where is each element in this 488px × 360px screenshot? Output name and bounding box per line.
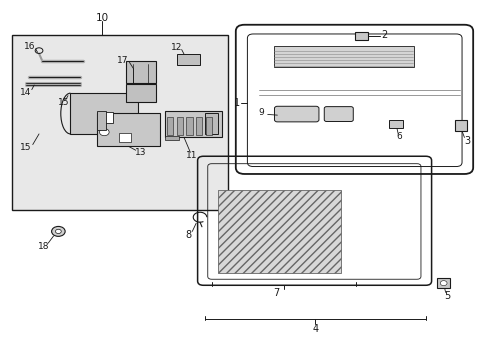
Bar bbox=[204, 113, 218, 134]
Text: 14: 14 bbox=[20, 87, 32, 96]
Bar bbox=[164, 136, 179, 140]
Bar bbox=[177, 54, 200, 65]
Text: 9: 9 bbox=[258, 108, 264, 117]
Bar bbox=[186, 117, 192, 135]
FancyBboxPatch shape bbox=[324, 107, 352, 122]
Bar bbox=[205, 117, 212, 135]
Text: 4: 4 bbox=[312, 324, 319, 334]
Bar bbox=[167, 117, 173, 135]
Bar bbox=[12, 35, 227, 210]
Text: 10: 10 bbox=[95, 13, 108, 23]
Bar bbox=[454, 120, 466, 131]
Bar bbox=[196, 117, 202, 135]
Circle shape bbox=[439, 281, 446, 285]
Text: 16: 16 bbox=[23, 41, 35, 50]
Bar bbox=[97, 112, 112, 123]
Text: 17: 17 bbox=[117, 56, 128, 65]
Bar bbox=[218, 190, 341, 273]
Text: 8: 8 bbox=[185, 230, 192, 240]
Bar bbox=[126, 61, 156, 82]
Circle shape bbox=[55, 229, 61, 234]
Bar bbox=[354, 32, 367, 40]
Text: 1: 1 bbox=[234, 98, 240, 108]
Bar bbox=[436, 278, 449, 288]
Text: 11: 11 bbox=[185, 151, 197, 160]
Bar bbox=[177, 117, 183, 135]
Text: 12: 12 bbox=[171, 42, 182, 51]
Bar bbox=[126, 84, 156, 102]
Bar bbox=[119, 133, 131, 142]
Bar bbox=[70, 93, 138, 134]
Text: 18: 18 bbox=[38, 242, 49, 251]
Text: 15: 15 bbox=[20, 143, 32, 152]
Text: 7: 7 bbox=[272, 288, 279, 298]
Text: 3: 3 bbox=[463, 136, 469, 146]
FancyBboxPatch shape bbox=[274, 106, 318, 122]
Bar bbox=[164, 111, 222, 138]
Text: 5: 5 bbox=[444, 291, 450, 301]
Text: 15: 15 bbox=[58, 98, 69, 107]
Circle shape bbox=[52, 226, 65, 237]
Circle shape bbox=[99, 129, 109, 136]
Text: 13: 13 bbox=[135, 148, 146, 157]
Text: 6: 6 bbox=[395, 132, 401, 141]
Bar bbox=[388, 120, 402, 127]
Text: 2: 2 bbox=[381, 30, 387, 40]
Bar bbox=[273, 46, 413, 67]
Bar bbox=[97, 111, 105, 130]
Bar bbox=[97, 113, 160, 146]
